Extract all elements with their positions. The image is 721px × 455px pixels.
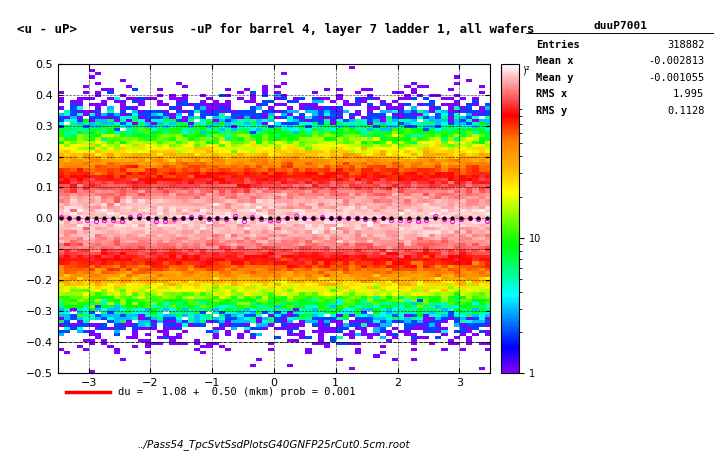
Text: 318882: 318882 — [667, 40, 704, 50]
Text: )²: )² — [523, 66, 531, 76]
Text: Mean y: Mean y — [536, 73, 573, 83]
Text: Mean x: Mean x — [536, 56, 573, 66]
Text: duuP7001: duuP7001 — [593, 21, 647, 31]
Text: -0.001055: -0.001055 — [648, 73, 704, 83]
Text: 0.1128: 0.1128 — [667, 106, 704, 116]
Text: 1.995: 1.995 — [673, 89, 704, 99]
Text: du =   1.08 +  0.50 (mkm) prob = 0.001: du = 1.08 + 0.50 (mkm) prob = 0.001 — [118, 388, 355, 397]
Text: <u - uP>       versus  -uP for barrel 4, layer 7 ladder 1, all wafers: <u - uP> versus -uP for barrel 4, layer … — [17, 23, 534, 36]
Text: RMS x: RMS x — [536, 89, 567, 99]
Text: Entries: Entries — [536, 40, 580, 50]
Text: -0.002813: -0.002813 — [648, 56, 704, 66]
Text: ../Pass54_TpcSvtSsdPlotsG40GNFP25rCut0.5cm.root: ../Pass54_TpcSvtSsdPlotsG40GNFP25rCut0.5… — [138, 440, 410, 450]
Text: RMS y: RMS y — [536, 106, 567, 116]
